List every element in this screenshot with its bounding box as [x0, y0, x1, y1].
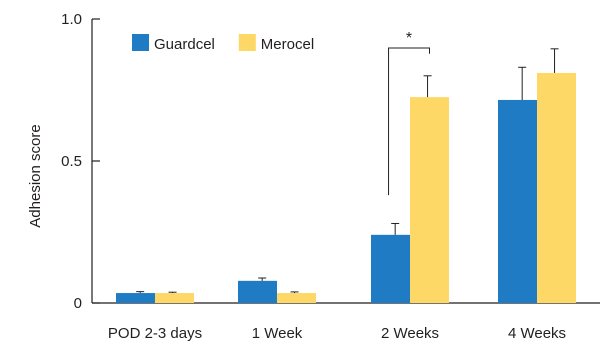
bar-merocel-1 — [277, 293, 316, 303]
y-tick-labels: 0 0.5 1.0 — [61, 11, 82, 312]
legend: Guardcel Merocel — [132, 34, 314, 53]
bar-merocel-2 — [410, 97, 449, 303]
bar-guardcel-0 — [116, 293, 155, 303]
x-tick-label: 2 Weeks — [381, 325, 439, 342]
y-tick-label: 0.5 — [61, 153, 82, 170]
bar-guardcel-2 — [371, 234, 410, 303]
significance-star: * — [406, 30, 412, 47]
y-axis-title: Adhesion score — [27, 124, 44, 227]
legend-label-guardcel: Guardcel — [154, 36, 215, 53]
significance-annotation: * — [388, 30, 430, 196]
x-tick-label: 4 Weeks — [508, 325, 566, 342]
bar-guardcel-3 — [498, 99, 537, 303]
bar-merocel-3 — [537, 72, 576, 304]
bars — [116, 72, 576, 304]
x-tick-label: POD 2-3 days — [108, 325, 202, 342]
significance-bracket — [388, 47, 430, 196]
bar-guardcel-1 — [238, 280, 277, 303]
bar-merocel-0 — [155, 293, 194, 303]
y-tick-label: 1.0 — [61, 11, 82, 28]
legend-label-merocel: Merocel — [261, 36, 314, 53]
legend-swatch-merocel — [238, 34, 256, 51]
y-tick-label: 0 — [74, 295, 82, 312]
x-tick-labels: POD 2-3 days 1 Week 2 Weeks 4 Weeks — [108, 325, 566, 342]
error-bars — [136, 48, 559, 294]
x-tick-label: 1 Week — [252, 325, 303, 342]
legend-swatch-guardcel — [132, 34, 149, 51]
